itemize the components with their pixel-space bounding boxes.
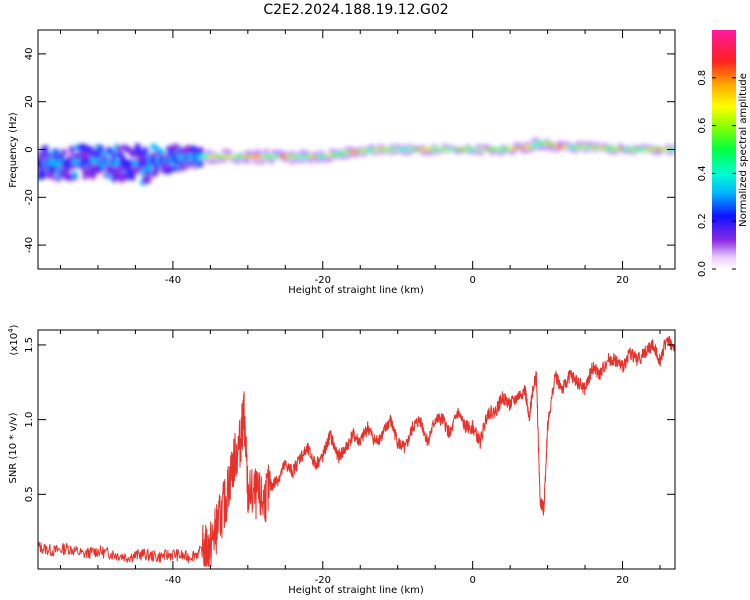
spectrogram-ytick-label: 40	[24, 48, 35, 61]
heat-cell	[116, 145, 123, 153]
snr-xtick-label: -40	[165, 575, 181, 586]
heat-cell	[572, 148, 579, 154]
spectrogram-ytick-label: -40	[24, 237, 35, 253]
heat-cell	[42, 144, 50, 152]
heat-cell	[299, 158, 307, 164]
heat-cell	[478, 150, 485, 156]
heat-cell	[268, 157, 275, 163]
heat-cell	[118, 152, 126, 160]
heat-cell	[89, 172, 97, 180]
heat-cell	[197, 160, 204, 168]
heat-cell	[158, 148, 165, 156]
heat-cell	[147, 165, 154, 173]
colorbar: 0.0 0.2 0.4 0.6 0.8 Normalized spectral ampl…	[697, 30, 749, 277]
snr-ytick-label: 1.0	[24, 412, 35, 428]
heat-cell	[53, 148, 60, 156]
snr-ytick-label: 1.5	[24, 337, 35, 353]
colorbar-tick-label: 0.2	[697, 213, 708, 229]
snr-xtick-label: 20	[616, 575, 629, 586]
heat-cell	[255, 149, 262, 155]
colorbar-ticks: 0.0 0.2 0.4 0.6 0.8	[697, 70, 736, 277]
heat-cell	[325, 157, 333, 163]
spectrogram-ytick-label: -20	[24, 189, 35, 205]
heat-cell	[205, 150, 212, 156]
heat-cell	[110, 153, 118, 161]
spectrogram-ytick-label: 20	[24, 95, 35, 108]
snr-frame	[37, 329, 676, 570]
heat-cell	[407, 143, 414, 149]
spectrogram-plot: -40 -20 0 20 -40 -20 0 20 40 Height of straight …	[8, 29, 676, 296]
heat-cell	[142, 146, 149, 154]
heat-cell	[339, 154, 346, 160]
heat-cell	[108, 148, 115, 156]
spectrogram-ytick-label: 0	[24, 146, 35, 152]
figure-title: C2E2.2024.188.19.12.G02	[263, 2, 448, 18]
colorbar-gradient	[712, 30, 736, 269]
heat-cell	[168, 165, 175, 173]
heat-cell	[236, 157, 244, 163]
snr-series-line	[38, 335, 675, 567]
colorbar-tick-label: 0.4	[697, 165, 708, 181]
colorbar-tick-label: 0.8	[697, 70, 708, 86]
spectrogram-xtick-label: 20	[616, 275, 629, 286]
heat-cell	[71, 170, 78, 178]
colorbar-tick-label: 0.0	[697, 261, 708, 277]
heat-cell	[137, 149, 144, 157]
heat-cell	[289, 159, 296, 165]
spectrogram-ylabel: Frequency (Hz)	[8, 112, 19, 188]
heat-cell	[226, 149, 233, 155]
heat-cell	[294, 158, 301, 164]
snr-plot: -40 -20 0 20 0.5 1.0 1.5 Height of straight li…	[7, 324, 676, 596]
heat-cell	[129, 173, 136, 181]
heat-cell	[554, 147, 561, 153]
heat-cell	[213, 159, 220, 165]
spectrogram-xlabel: Height of straight line (km)	[288, 285, 424, 296]
spectrogram-axes: -40 -20 0 20 -40 -20 0 20 40	[24, 30, 675, 286]
spectrogram-xtick-label: -40	[165, 275, 181, 286]
snr-axes: -40 -20 0 20 0.5 1.0 1.5	[24, 330, 675, 586]
snr-xtick-label: -20	[315, 575, 331, 586]
colorbar-label: Normalized spectral amplitude	[738, 73, 749, 227]
heat-cell	[221, 157, 228, 163]
snr-ytick-label: 0.5	[24, 486, 35, 502]
heat-cell	[47, 172, 55, 180]
heat-cell	[262, 149, 270, 155]
spectrogram-heatmap	[38, 137, 675, 186]
multiplier-exponent: 4	[7, 328, 15, 333]
heat-cell	[244, 159, 252, 165]
multiplier-close: )	[9, 324, 20, 328]
snr-xlabel: Height of straight line (km)	[288, 585, 424, 596]
heat-cell	[61, 148, 68, 156]
heat-cell	[252, 159, 259, 165]
multiplier-prefix: (x10	[9, 333, 20, 356]
snr-xtick-label: 0	[469, 575, 475, 586]
spectrogram-xtick-label: -20	[315, 275, 331, 286]
snr-y-multiplier: (x104)	[7, 324, 20, 355]
heat-cell	[260, 159, 267, 164]
svg-text:(x104): (x104)	[7, 324, 20, 355]
heat-cell	[144, 176, 152, 184]
snr-ylabel: SNR (10 * v/v)	[8, 412, 19, 483]
spectrogram-xtick-label: 0	[469, 275, 475, 286]
colorbar-tick-label: 0.6	[697, 118, 708, 134]
heat-cell	[68, 147, 76, 155]
